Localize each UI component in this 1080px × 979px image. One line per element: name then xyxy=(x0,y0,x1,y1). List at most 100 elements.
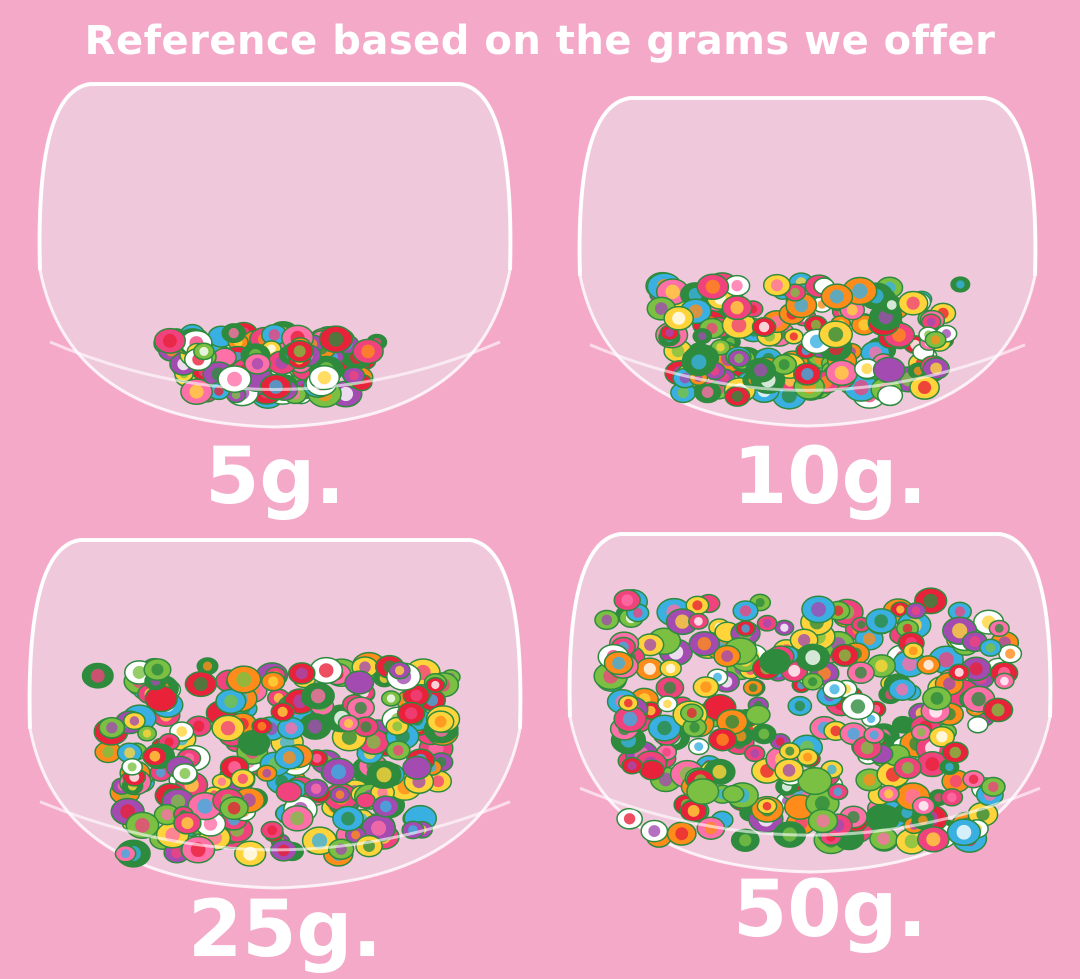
candy-slice-center xyxy=(906,296,920,310)
candy-slice-center xyxy=(969,662,983,676)
candy-slice-center xyxy=(106,722,118,734)
candy-slice-center xyxy=(132,665,146,679)
candy-slice-center xyxy=(203,817,218,831)
candy-slice-center xyxy=(896,683,909,696)
candy-slice-center xyxy=(282,751,296,764)
candy-slice-center xyxy=(338,386,354,402)
candy-slice-center xyxy=(290,811,305,826)
candy-slice-center xyxy=(371,820,387,836)
candy-slice-center xyxy=(734,353,744,364)
bowl-rim xyxy=(567,532,1053,718)
candy-slice-center xyxy=(646,764,658,776)
candy-slice-center xyxy=(863,773,876,786)
candy-slice-center xyxy=(124,747,136,759)
candy-slice-center xyxy=(775,737,785,747)
candy-slice-center xyxy=(884,789,894,799)
candy-slice-center xyxy=(663,681,677,694)
candy-slice-center xyxy=(969,636,981,648)
candy-slice-center xyxy=(317,370,332,385)
candy-slice-center xyxy=(701,386,714,399)
candy-slice-center xyxy=(911,606,921,616)
candy-slice-center xyxy=(768,654,782,669)
candy-slice-center xyxy=(705,279,720,294)
candy-slice-center xyxy=(665,284,680,300)
candy-slice-center xyxy=(949,746,962,759)
candy-slice-center xyxy=(249,371,264,386)
candy-slice-center xyxy=(810,319,821,330)
candy-slice-center xyxy=(694,617,703,626)
candy-slice-center xyxy=(829,684,840,695)
candy-slice-center xyxy=(410,761,424,775)
candy-slice-center xyxy=(627,761,637,771)
candy-slice-center xyxy=(665,663,676,674)
bowl-rim xyxy=(37,82,513,271)
candy-slice-center xyxy=(949,775,963,788)
candy-slice-center xyxy=(612,656,626,670)
candy-slice-center xyxy=(657,720,672,736)
candy-slice-center xyxy=(700,681,712,693)
candy-slice-center xyxy=(135,818,150,833)
candy-slice-center xyxy=(686,708,697,719)
candy-slice-center xyxy=(875,810,891,826)
candy-slice-center xyxy=(228,327,239,339)
candy-slice-center xyxy=(193,720,205,732)
candy-slice-center xyxy=(988,781,999,793)
candy-slice-center xyxy=(930,362,942,375)
candy-slice-center xyxy=(295,667,308,680)
candy-slice-center xyxy=(925,757,940,772)
candy-slice-center xyxy=(886,300,897,310)
candy-slice-center xyxy=(335,790,345,800)
candy-slice-center xyxy=(214,386,224,396)
candy-slice-center xyxy=(687,805,700,817)
candy-slice-center xyxy=(918,800,929,811)
bowl-50g xyxy=(567,532,1053,874)
candy-slice-center xyxy=(805,650,821,666)
candy-slice-center xyxy=(351,830,361,840)
candy-slice-center xyxy=(268,329,280,341)
candy-slice-center xyxy=(395,665,405,676)
candy-slice-center xyxy=(797,634,811,647)
candy-slice-center xyxy=(807,773,823,789)
candy-slice-center xyxy=(908,646,918,656)
candy-slice-center xyxy=(268,676,279,687)
label-10g: 10g. xyxy=(732,432,927,522)
candy-slice-center xyxy=(875,659,888,673)
candy-slice-center xyxy=(830,725,842,737)
candy-slice-center xyxy=(189,384,204,399)
candy-slice-center xyxy=(632,607,643,618)
candy-slice-center xyxy=(310,783,322,795)
candy-slice-center xyxy=(947,792,957,803)
candy-slice-center xyxy=(725,714,740,729)
candy-slice-center xyxy=(197,798,213,814)
candy-slice-center xyxy=(854,666,867,679)
candy-slice-center xyxy=(971,691,986,707)
candy-slice-center xyxy=(829,289,844,304)
candy-slice-center xyxy=(310,688,326,704)
candy-slice-center xyxy=(648,825,661,838)
candy-slice-center xyxy=(179,768,191,779)
candy-slice-center xyxy=(923,659,934,671)
candy-slice-center xyxy=(739,605,752,617)
candy-slice-center xyxy=(808,677,818,687)
candy-slice-center xyxy=(781,388,797,404)
candy-slice-center xyxy=(816,814,830,828)
candy-slice-center xyxy=(692,600,703,611)
candy-slice-center xyxy=(782,764,796,777)
bowl-rim xyxy=(27,538,523,729)
candy-slice-center xyxy=(762,618,772,628)
candy-slice-center xyxy=(754,363,768,377)
candy-slice-center xyxy=(360,721,372,733)
candy-slice-center xyxy=(257,721,267,731)
candy-slice-center xyxy=(349,370,359,381)
candy-slice-center xyxy=(793,800,807,814)
candy-slice-center xyxy=(307,719,323,734)
candy-slice-center xyxy=(392,721,403,732)
candy-slice-center xyxy=(431,680,440,690)
candy-slice-center xyxy=(834,365,849,380)
candy-slice-center xyxy=(193,677,208,692)
candy-slice-center xyxy=(102,746,115,758)
candy-slice-center xyxy=(918,380,932,395)
label-25g: 25g. xyxy=(187,885,382,975)
candy-slice-center xyxy=(176,726,188,737)
candy-slice-center xyxy=(956,824,972,840)
